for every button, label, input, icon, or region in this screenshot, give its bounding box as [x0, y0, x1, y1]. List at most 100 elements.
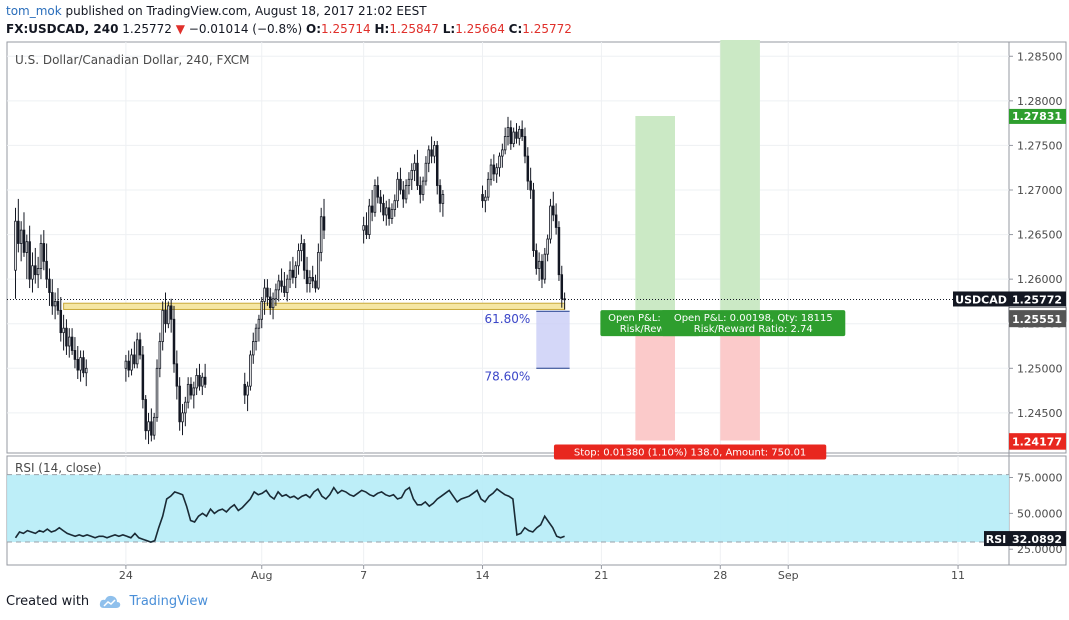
candle-body: [549, 205, 552, 240]
x-tick-label: 14: [476, 569, 490, 582]
close-label: C:: [508, 22, 523, 36]
price-tag-box: [1009, 291, 1066, 307]
candle-body: [535, 250, 538, 269]
symbol-tag: USDCAD: [955, 293, 1007, 306]
open-value: 1.25714: [321, 22, 371, 36]
candle-body: [308, 276, 312, 285]
candle-body: [515, 131, 518, 139]
candle-body: [127, 360, 130, 371]
candle-body: [362, 225, 365, 231]
candle-body: [130, 354, 133, 371]
candle-body: [498, 155, 501, 169]
y-tick-label: 1.28000: [1017, 95, 1063, 108]
candle-body: [195, 375, 198, 389]
candle-body: [263, 287, 266, 302]
candle-body: [560, 274, 564, 300]
candle-body: [427, 149, 430, 164]
candle-body: [68, 336, 71, 347]
rsi-title: RSI (14, close): [15, 461, 101, 475]
y-tick-label: 1.26000: [1017, 273, 1063, 286]
candle-body: [150, 421, 153, 436]
y-tick-label: 1.24500: [1017, 407, 1063, 420]
rsi-tick-label: 75.0000: [1017, 472, 1063, 485]
candle-body: [419, 185, 422, 195]
candle-body: [387, 207, 391, 219]
candle-body: [167, 305, 170, 325]
candle-body: [373, 185, 377, 213]
candle-body: [39, 243, 43, 269]
candle-body: [62, 327, 65, 334]
x-tick-label: 28: [713, 569, 727, 582]
published-text: published on TradingView.com, August 18,…: [65, 4, 427, 18]
candle-body: [59, 309, 63, 334]
candle-body: [294, 265, 297, 278]
candle-body: [297, 250, 300, 267]
candle-body: [164, 309, 167, 325]
candle-body: [201, 376, 204, 387]
candle-body: [243, 383, 247, 396]
x-tick-label: 7: [360, 569, 367, 582]
candle-body: [48, 278, 51, 293]
rsi-band: [7, 474, 1009, 543]
candle-body: [291, 269, 295, 278]
tradingview-brand-link[interactable]: TradingView: [129, 594, 208, 609]
stop-label-box: [553, 444, 827, 460]
candle-body: [268, 296, 272, 309]
symbol-tag-box: [953, 291, 1009, 307]
x-tick-label: 24: [119, 569, 133, 582]
candle-body: [518, 128, 521, 139]
candle-body: [34, 265, 37, 276]
candle-body: [277, 280, 280, 291]
candle-body: [155, 367, 159, 418]
candle-body: [189, 383, 193, 396]
candle-body: [424, 162, 428, 182]
y-tick-label: 1.27500: [1017, 139, 1063, 152]
candle-body: [489, 164, 493, 180]
pnl-label-line1: Open P&L: 0.00198, Qty: 18115: [674, 313, 833, 324]
candle-body: [319, 216, 323, 253]
candle-body: [532, 189, 535, 252]
author-link[interactable]: tom_mok: [6, 4, 62, 18]
candle-body: [283, 285, 286, 293]
candle-body: [42, 243, 46, 262]
price-tag: 1.25772: [1012, 293, 1062, 306]
fib-zone: [536, 311, 570, 369]
low-value: 1.25664: [455, 22, 505, 36]
axis-marker-label: 1.24177: [1012, 436, 1062, 449]
axis-marker-label: 1.25551: [1012, 313, 1062, 326]
y-tick-label: 1.25000: [1017, 362, 1063, 375]
candle-body: [85, 367, 88, 374]
candle-body: [543, 253, 547, 280]
chart-canvas[interactable]: 1.28500 1.28000 1.27500 1.27000 1.26500 1.260…: [0, 40, 1069, 590]
rsi-tag-box: [984, 531, 1009, 547]
candle-body: [186, 383, 190, 403]
candle-body: [404, 185, 408, 200]
axis-marker-box: [1009, 312, 1066, 328]
candle-body: [198, 375, 201, 387]
candle-body: [147, 421, 150, 432]
x-tick-label: Sep: [778, 569, 799, 582]
candle-body: [14, 220, 17, 271]
candle-body: [413, 162, 416, 171]
created-with-text: Created with: [6, 594, 90, 609]
candle-body: [302, 243, 306, 271]
candle-body: [526, 155, 530, 182]
candle-body: [288, 269, 292, 280]
candle-body: [300, 243, 303, 252]
candle-body: [399, 178, 402, 191]
last-price: 1.25772: [122, 22, 172, 36]
candle-body: [486, 178, 490, 198]
candle-body: [438, 185, 442, 204]
candle-body: [435, 145, 439, 186]
candle-body: [537, 260, 541, 269]
close-value: 1.25772: [522, 22, 572, 36]
candle-body: [441, 194, 445, 204]
candle-body: [192, 387, 196, 396]
candle-body: [484, 196, 487, 202]
candle-body: [481, 194, 484, 202]
candle-body: [56, 301, 60, 311]
candle-body: [523, 136, 527, 157]
candle-body: [161, 309, 164, 342]
symbol-name: FX:USDCAD, 240: [6, 22, 119, 36]
candle-body: [25, 241, 29, 253]
